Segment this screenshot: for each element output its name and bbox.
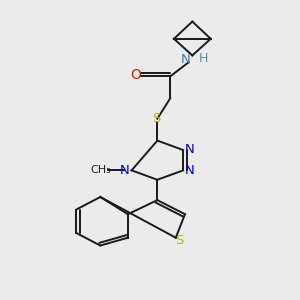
Text: N: N — [181, 53, 190, 66]
Text: N: N — [120, 164, 130, 177]
Text: CH₃: CH₃ — [91, 165, 111, 175]
Text: H: H — [199, 52, 208, 65]
Text: N: N — [185, 143, 195, 156]
Text: S: S — [152, 112, 161, 124]
Text: O: O — [130, 68, 141, 83]
Text: S: S — [175, 234, 184, 247]
Text: N: N — [185, 164, 195, 178]
